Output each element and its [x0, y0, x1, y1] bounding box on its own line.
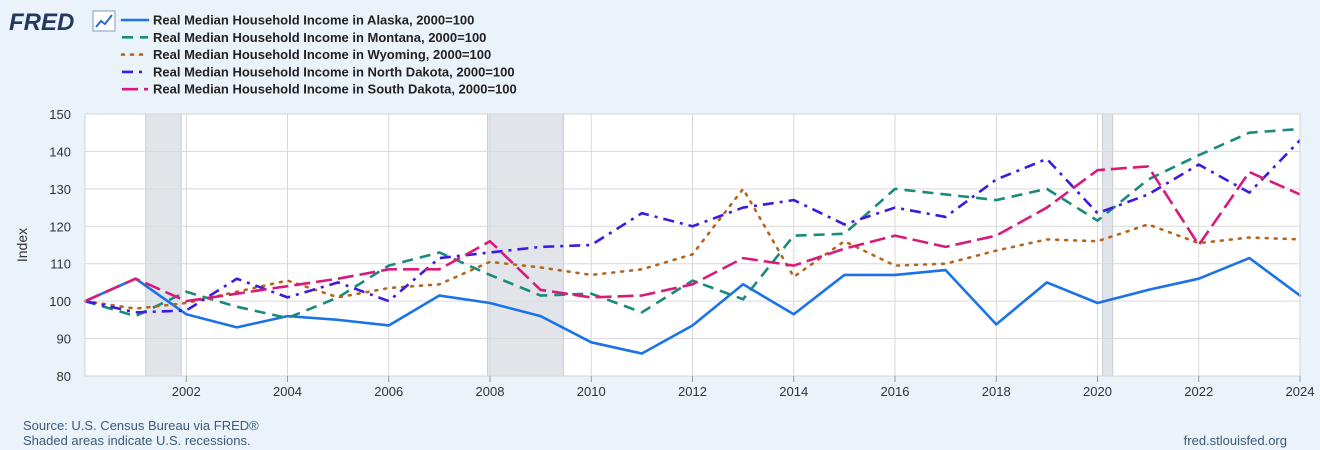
y-tick-label: 110 [50, 257, 71, 272]
fred-logo-text: FRED [9, 9, 74, 36]
y-tick-label: 80 [57, 369, 71, 384]
series-line-4[interactable] [84, 139, 1301, 314]
x-tick-label: 2012 [678, 384, 707, 399]
legend-label: Real Median Household Income in Montana,… [153, 30, 486, 45]
y-tick-label: 100 [49, 294, 71, 309]
y-tick-label: 90 [57, 332, 71, 347]
x-tick-label: 2018 [982, 384, 1011, 399]
legend-label: Real Median Household Income in Alaska, … [153, 13, 474, 28]
x-tick-label: 2002 [172, 384, 201, 399]
x-tick-label: 2024 [1286, 384, 1315, 399]
legend-item-4[interactable]: Real Median Household Income in North Da… [122, 64, 515, 79]
legend-item-2[interactable]: Real Median Household Income in Montana,… [122, 30, 486, 45]
legend: Real Median Household Income in Alaska, … [120, 13, 517, 97]
y-axis-title: Index [14, 228, 30, 262]
legend-label: Real Median Household Income in North Da… [153, 64, 515, 79]
recession-band [486, 113, 564, 377]
recession-note: Shaded areas indicate U.S. recessions. [23, 433, 251, 448]
x-tick-label: 2014 [779, 384, 808, 399]
recession-band [145, 113, 182, 377]
y-tick-label: 150 [49, 107, 71, 122]
x-tick-label: 2022 [1184, 384, 1213, 399]
series-lines [83, 127, 1302, 355]
recession-band [1102, 113, 1114, 377]
x-tick-label: 2010 [577, 384, 606, 399]
legend-label: Real Median Household Income in South Da… [153, 82, 517, 97]
x-tick-label: 2006 [374, 384, 403, 399]
series-line-3[interactable] [83, 187, 1302, 310]
fred-logo[interactable]: FRED [9, 9, 116, 36]
y-tick-label: 130 [49, 182, 71, 197]
site-link[interactable]: fred.stlouisfed.org [1183, 433, 1287, 448]
x-axis: 2002 2004 2006 2008 2010 2012 2014 2016 2018 2020… [172, 376, 1315, 399]
series-line-1[interactable] [83, 256, 1302, 355]
x-tick-label: 2008 [476, 384, 505, 399]
legend-item-5[interactable]: Real Median Household Income in South Da… [122, 82, 517, 97]
series-line-5[interactable] [84, 165, 1301, 303]
x-tick-label: 2020 [1083, 384, 1112, 399]
series-line-2[interactable] [84, 127, 1301, 320]
x-tick-label: 2016 [881, 384, 910, 399]
legend-item-1[interactable]: Real Median Household Income in Alaska, … [120, 13, 474, 28]
line-chart-icon [92, 10, 116, 32]
legend-item-3[interactable]: Real Median Household Income in Wyoming,… [120, 47, 491, 62]
source-note: Source: U.S. Census Bureau via FRED® [23, 418, 259, 433]
legend-label: Real Median Household Income in Wyoming,… [153, 47, 491, 62]
x-tick-label: 2004 [273, 384, 302, 399]
y-tick-label: 120 [49, 219, 71, 234]
y-axis: 80 90 100 110 120 130 140 150 [49, 107, 71, 384]
y-tick-label: 140 [49, 144, 71, 159]
